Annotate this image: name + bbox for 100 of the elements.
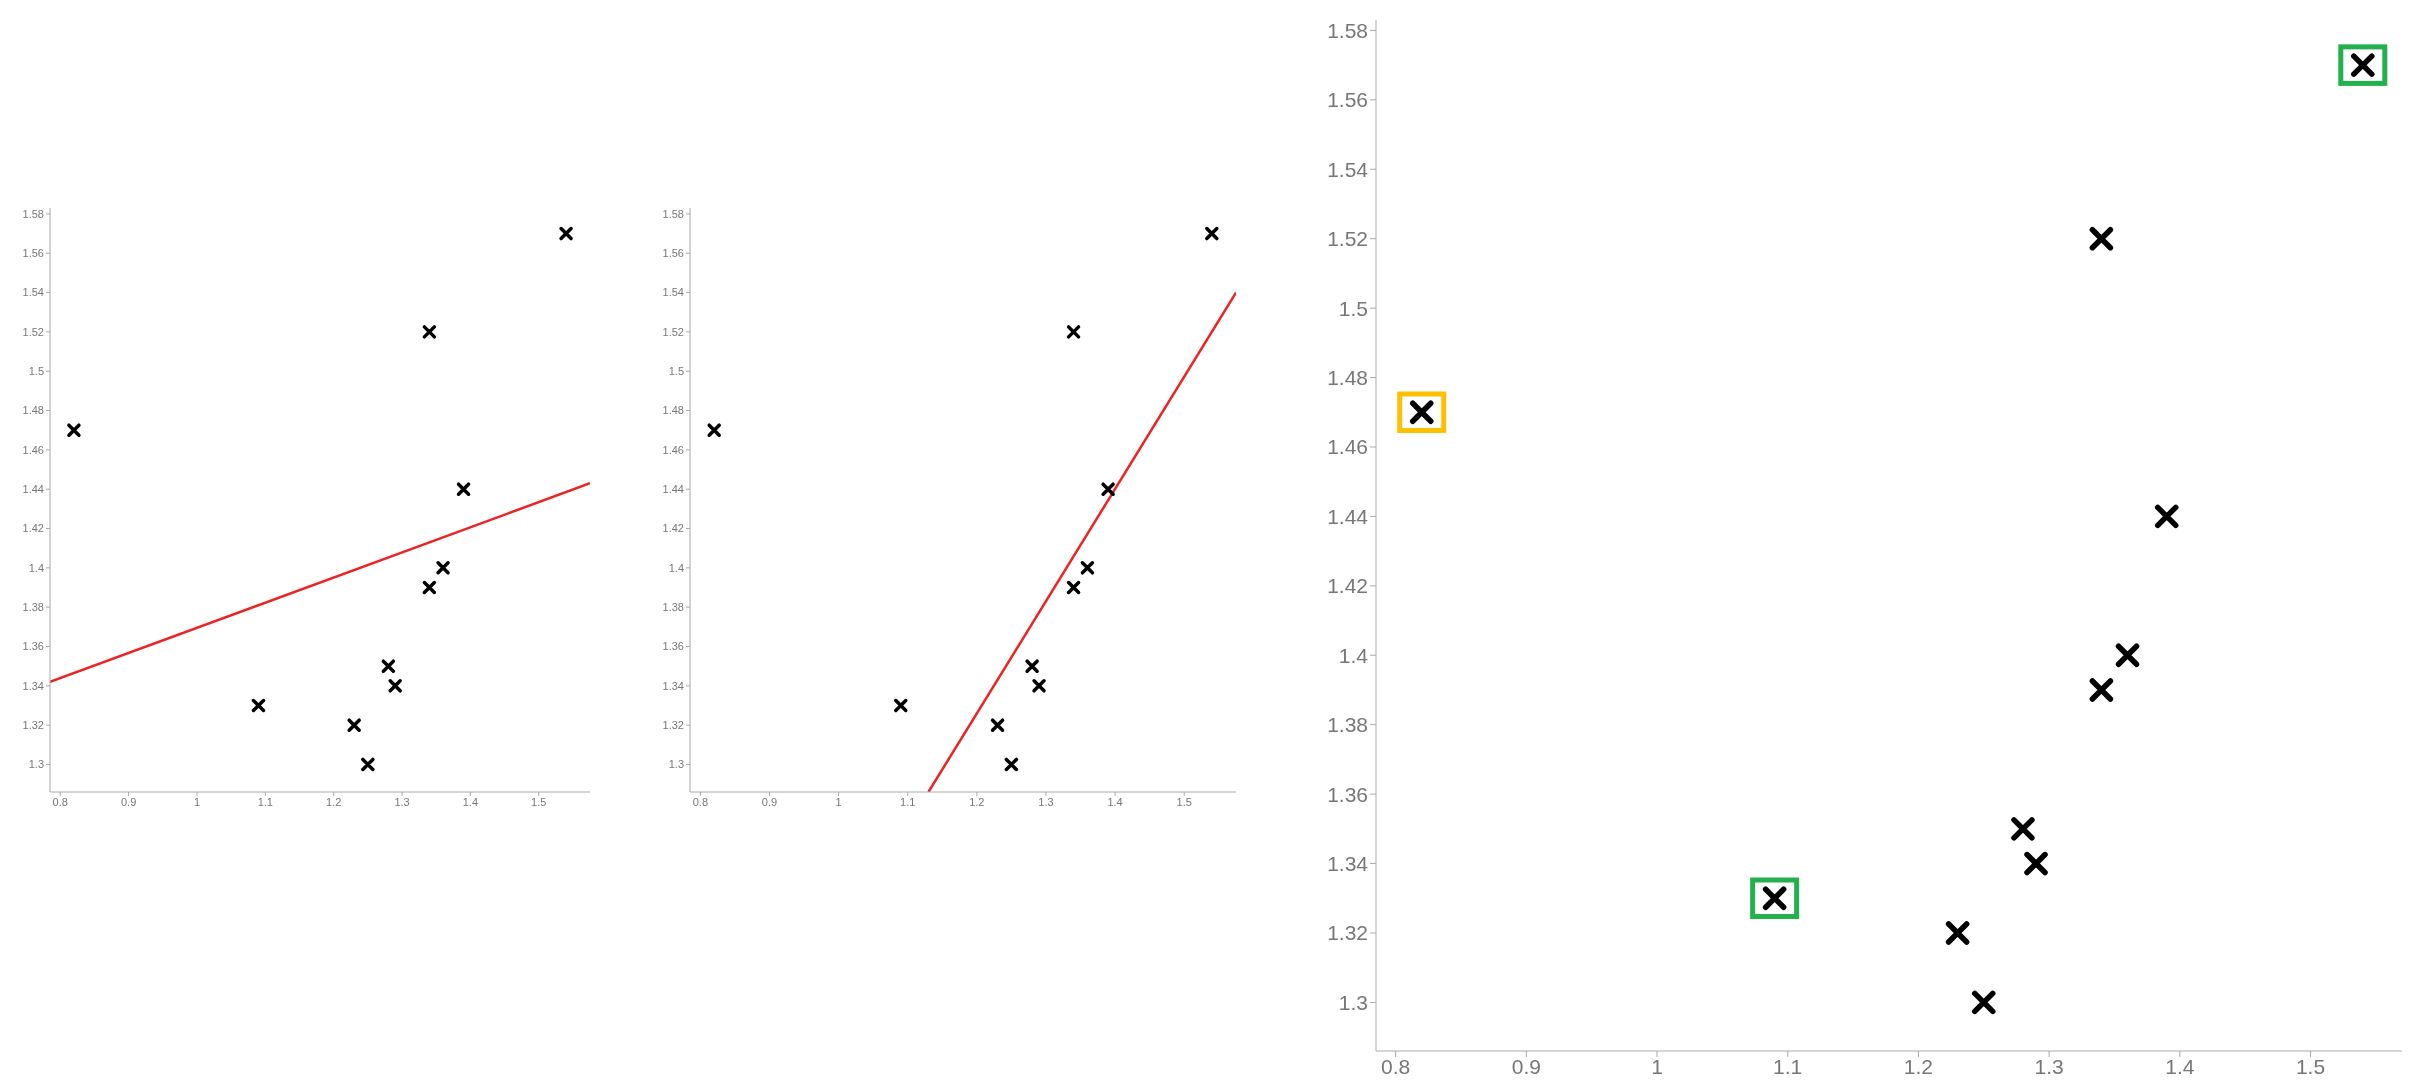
y-tick-label: 1.44 xyxy=(662,483,684,496)
y-tick-label: 1.42 xyxy=(662,522,684,535)
point xyxy=(1205,226,1219,241)
point xyxy=(990,718,1005,732)
y-tick-label: 1.48 xyxy=(662,404,684,417)
y-tick-label: 1.52 xyxy=(22,325,44,338)
x-tick-label: 1.3 xyxy=(1038,795,1054,808)
y-tick-label: 1.56 xyxy=(1327,88,1368,112)
point xyxy=(1066,580,1081,595)
point xyxy=(361,757,375,772)
y-tick-label: 1.5 xyxy=(668,365,684,378)
x-tick-label: 1.4 xyxy=(1107,795,1123,808)
y-tick-label: 1.38 xyxy=(22,601,44,614)
y-tick-label: 1.3 xyxy=(1338,990,1368,1014)
point xyxy=(1025,659,1039,673)
point xyxy=(707,423,721,437)
y-tick-label: 1.36 xyxy=(662,640,684,653)
point xyxy=(894,698,908,713)
y-tick-label: 1.52 xyxy=(1327,227,1368,251)
point xyxy=(251,698,266,713)
y-tick-label: 1.34 xyxy=(662,679,684,692)
x-tick-label: 0.9 xyxy=(120,795,137,808)
point xyxy=(1945,921,1970,945)
x-tick-label: 1.1 xyxy=(1773,1054,1803,1078)
y-tick-label: 1.4 xyxy=(28,561,44,574)
y-tick-label: 1.36 xyxy=(1327,782,1368,806)
x-tick-label: 1.3 xyxy=(394,795,410,808)
y-tick-label: 1.56 xyxy=(22,247,44,260)
x-tick-label: 0.9 xyxy=(1511,1054,1541,1078)
x-tick-label: 1 xyxy=(835,795,842,808)
x-tick-label: 1 xyxy=(1651,1054,1663,1078)
x-tick-label: 1.4 xyxy=(462,795,479,808)
y-tick-label: 1.54 xyxy=(22,286,44,299)
point xyxy=(2154,504,2179,529)
x-tick-label: 1.4 xyxy=(2165,1054,2195,1078)
x-tick-label: 1.5 xyxy=(2295,1054,2326,1078)
y-tick-label: 1.34 xyxy=(1327,852,1369,875)
point xyxy=(1032,679,1046,693)
y-tick-label: 1.52 xyxy=(662,325,684,338)
y-tick-label: 1.58 xyxy=(1327,18,1368,42)
y-tick-label: 1.58 xyxy=(22,207,44,220)
point xyxy=(1972,990,1996,1015)
point xyxy=(381,659,396,673)
point xyxy=(388,679,402,693)
x-tick-label: 1.2 xyxy=(969,795,985,808)
y-tick-label: 1.42 xyxy=(22,522,44,535)
point xyxy=(1066,325,1081,339)
y-tick-label: 1.5 xyxy=(28,365,44,378)
x-tick-label: 1.1 xyxy=(257,795,273,808)
y-tick-label: 1.48 xyxy=(22,404,44,417)
y-tick-label: 1.4 xyxy=(668,561,684,574)
point xyxy=(1101,482,1115,496)
y-tick-label: 1.54 xyxy=(662,286,684,299)
point xyxy=(2089,226,2114,251)
x-tick-label: 1.2 xyxy=(1903,1054,1934,1078)
x-tick-label: 1.2 xyxy=(326,795,342,808)
x-tick-label: 0.8 xyxy=(1381,1054,1411,1078)
y-tick-label: 1.46 xyxy=(662,443,684,456)
y-tick-label: 1.3 xyxy=(28,758,44,771)
y-tick-label: 1.58 xyxy=(662,207,684,220)
y-tick-label: 1.42 xyxy=(1327,574,1368,598)
y-tick-label: 1.44 xyxy=(22,483,44,496)
point xyxy=(1080,561,1095,575)
y-tick-label: 1.3 xyxy=(668,758,684,771)
y-tick-label: 1.38 xyxy=(662,601,684,614)
y-tick-label: 1.32 xyxy=(662,719,684,732)
point xyxy=(2338,44,2388,86)
y-tick-label: 1.34 xyxy=(22,679,44,692)
point xyxy=(456,482,471,496)
point xyxy=(1750,877,1800,920)
point xyxy=(422,325,437,339)
y-tick-label: 1.4 xyxy=(1338,643,1369,667)
y-tick-label: 1.36 xyxy=(22,640,44,653)
x-tick-label: 1.1 xyxy=(900,795,916,808)
y-tick-label: 1.32 xyxy=(22,719,44,732)
x-tick-label: 1.5 xyxy=(531,795,547,808)
x-tick-label: 1.5 xyxy=(1176,795,1192,808)
point xyxy=(2089,678,2114,702)
y-tick-label: 1.46 xyxy=(22,443,44,456)
y-tick-label: 1.5 xyxy=(1338,296,1368,320)
x-tick-label: 0.9 xyxy=(761,795,778,808)
y-tick-label: 1.32 xyxy=(1327,921,1368,945)
point xyxy=(422,580,437,595)
y-tick-label: 1.56 xyxy=(662,247,684,260)
point xyxy=(347,718,361,732)
x-tick-label: 1 xyxy=(193,795,201,808)
y-tick-label: 1.38 xyxy=(1327,713,1368,737)
point xyxy=(67,423,81,437)
y-tick-label: 1.46 xyxy=(1327,435,1368,459)
y-tick-label: 1.48 xyxy=(1327,366,1368,390)
x-tick-label: 1.3 xyxy=(2034,1054,2064,1078)
point xyxy=(559,226,573,241)
x-tick-label: 0.8 xyxy=(52,795,68,808)
point xyxy=(1397,391,1447,434)
point xyxy=(436,561,450,575)
x-tick-label: 0.8 xyxy=(692,795,709,808)
y-tick-label: 1.44 xyxy=(1327,504,1369,528)
y-tick-label: 1.54 xyxy=(1327,157,1369,181)
point xyxy=(2115,643,2140,668)
point xyxy=(1004,757,1019,772)
